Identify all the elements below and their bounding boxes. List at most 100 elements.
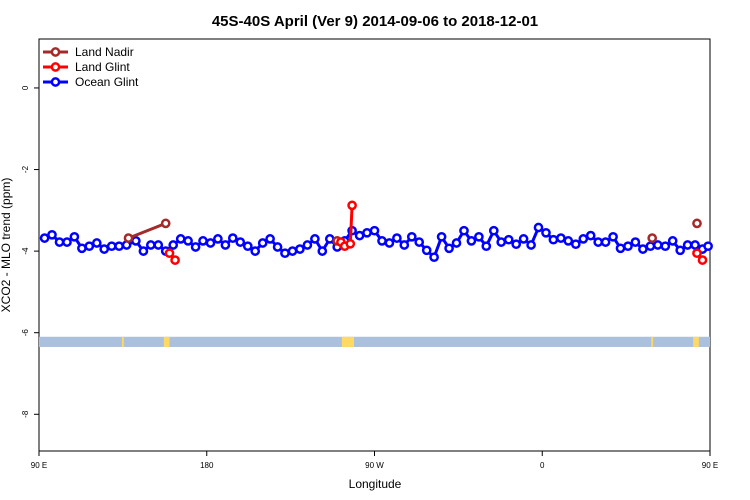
data-point	[503, 234, 514, 245]
data-point	[347, 200, 357, 211]
x-tick-label: 90 E	[31, 461, 47, 470]
data-point	[421, 245, 432, 256]
data-point	[84, 241, 95, 252]
series-land-glint	[164, 200, 708, 265]
data-point	[99, 244, 110, 254]
data-point	[667, 236, 678, 246]
data-point	[692, 218, 702, 229]
data-point	[384, 238, 395, 248]
data-point	[496, 237, 507, 247]
data-point	[106, 241, 117, 252]
data-point	[692, 248, 702, 259]
legend-label: Land Nadir	[75, 45, 134, 59]
y-axis: 0 -2 -4 -6 -8	[21, 85, 39, 418]
y-tick-label: -2	[21, 165, 30, 173]
data-point	[175, 234, 186, 244]
x-tick-label: 180	[200, 461, 214, 470]
legend-marker	[50, 77, 61, 87]
legend-label: Ocean Glint	[75, 75, 139, 89]
data-point	[652, 240, 663, 250]
data-point	[563, 236, 574, 246]
data-point	[354, 230, 365, 241]
y-tick-label: -4	[21, 247, 30, 255]
data-point	[703, 241, 713, 252]
data-point	[548, 234, 559, 245]
data-point	[324, 234, 335, 244]
data-point	[690, 240, 700, 250]
legend-label: Land Glint	[75, 60, 130, 74]
x-tick-label: 90 W	[365, 461, 384, 470]
data-point	[302, 240, 313, 250]
data-point	[608, 231, 618, 242]
data-point	[570, 239, 581, 250]
series-layer	[39, 200, 713, 265]
data-point	[429, 252, 439, 263]
data-point	[183, 236, 193, 246]
data-point	[406, 231, 417, 242]
data-point	[362, 227, 372, 238]
data-point	[593, 237, 604, 247]
data-point	[488, 225, 499, 236]
data-point	[227, 233, 238, 243]
x-tick-label: 90 E	[702, 461, 718, 470]
data-point	[345, 238, 356, 249]
data-point	[39, 233, 50, 243]
data-point	[533, 222, 544, 233]
data-point	[459, 225, 469, 236]
data-point	[511, 239, 522, 250]
data-point	[623, 241, 633, 252]
strip-ocean	[39, 336, 710, 347]
data-point	[638, 244, 648, 254]
data-point	[630, 237, 641, 247]
data-point	[131, 236, 141, 246]
data-point	[317, 246, 328, 256]
data-point	[556, 233, 566, 243]
x-tick-label: 0	[540, 461, 545, 470]
data-point	[198, 236, 208, 246]
data-point	[600, 237, 611, 247]
y-tick-label: -8	[21, 410, 30, 418]
data-point	[474, 231, 484, 242]
data-point	[123, 233, 134, 243]
data-point	[160, 218, 171, 229]
data-point	[682, 240, 693, 250]
data-point	[466, 236, 477, 246]
data-point	[114, 241, 124, 252]
data-point	[250, 246, 261, 256]
data-point	[138, 246, 149, 256]
data-point	[170, 255, 180, 265]
data-point	[242, 241, 253, 252]
data-point	[164, 248, 175, 259]
data-point	[414, 237, 425, 247]
data-point	[310, 234, 320, 244]
series-line	[127, 222, 167, 240]
y-tick-label: -6	[21, 329, 30, 337]
data-point	[168, 240, 179, 250]
data-point	[647, 233, 658, 243]
data-point	[205, 238, 216, 248]
data-point	[145, 240, 156, 250]
legend-marker	[50, 62, 61, 72]
data-point	[444, 243, 454, 254]
data-point	[436, 231, 447, 242]
data-point	[153, 240, 164, 250]
data-point	[585, 230, 596, 241]
data-point	[287, 246, 298, 256]
data-point	[615, 243, 626, 254]
strip-land-2	[341, 336, 354, 347]
data-point	[481, 241, 492, 252]
data-point	[377, 236, 387, 246]
data-point	[272, 242, 283, 252]
chart-title: 45S-40S April (Ver 9) 2014-09-06 to 2018…	[212, 13, 538, 30]
legend-marker	[50, 47, 61, 57]
data-point	[280, 248, 290, 259]
data-point	[518, 234, 529, 244]
data-point	[660, 241, 671, 252]
surface-strip	[39, 336, 710, 347]
data-point	[295, 244, 305, 254]
data-point	[91, 238, 102, 248]
strip-land-4	[693, 336, 699, 347]
data-point	[190, 242, 201, 252]
